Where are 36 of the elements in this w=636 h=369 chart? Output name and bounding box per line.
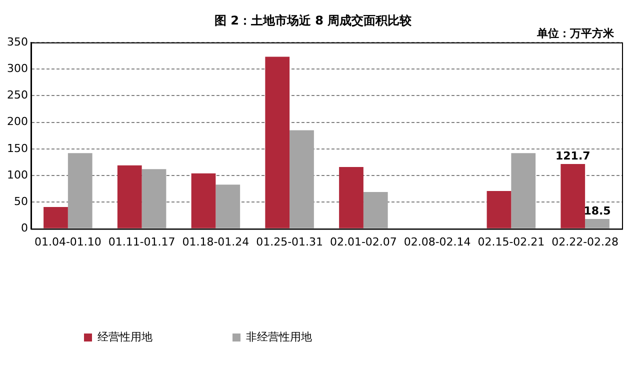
data-label: 121.7 [555,149,590,162]
bar [511,153,536,228]
y-tick-label: 50 [14,195,28,208]
x-tick-label: 02.01-02.07 [330,235,397,248]
y-tick-label: 200 [6,115,28,128]
x-tick-label: 01.04-01.10 [34,235,102,248]
bar [339,167,364,228]
bar [216,184,240,228]
chart-title: 图 2：土地市场近 8 周成交面积比较 [214,13,413,28]
y-tick-label: 250 [6,88,28,102]
y-tick-label: 0 [20,222,28,235]
data-label: 18.5 [584,204,611,218]
bar [191,173,216,228]
x-tick-label: 02.08-02.14 [404,235,471,248]
x-tick-label: 01.11-01.17 [108,235,176,248]
bar [68,153,92,228]
bar [363,192,388,228]
x-tick-label: 01.18-01.24 [182,235,250,248]
bar [265,56,290,228]
bar [44,206,68,228]
bar [117,165,142,228]
bar [486,190,512,228]
legend-label: 经营性用地 [98,330,152,344]
y-tick-label: 350 [6,35,28,48]
legend-label: 非经营性用地 [246,330,312,344]
x-tick-label: 02.22-02.28 [552,235,619,248]
bar [142,169,166,228]
x-tick-label: 02.15-02.21 [478,235,545,248]
bar [560,164,586,228]
bar [290,130,314,228]
bar [585,218,610,228]
y-tick-label: 100 [6,168,28,182]
x-tick-label: 01.25-01.31 [256,235,324,248]
y-tick-label: 150 [6,142,28,155]
text: 单位：万平方米 [537,26,614,41]
y-tick-label: 300 [6,62,28,75]
